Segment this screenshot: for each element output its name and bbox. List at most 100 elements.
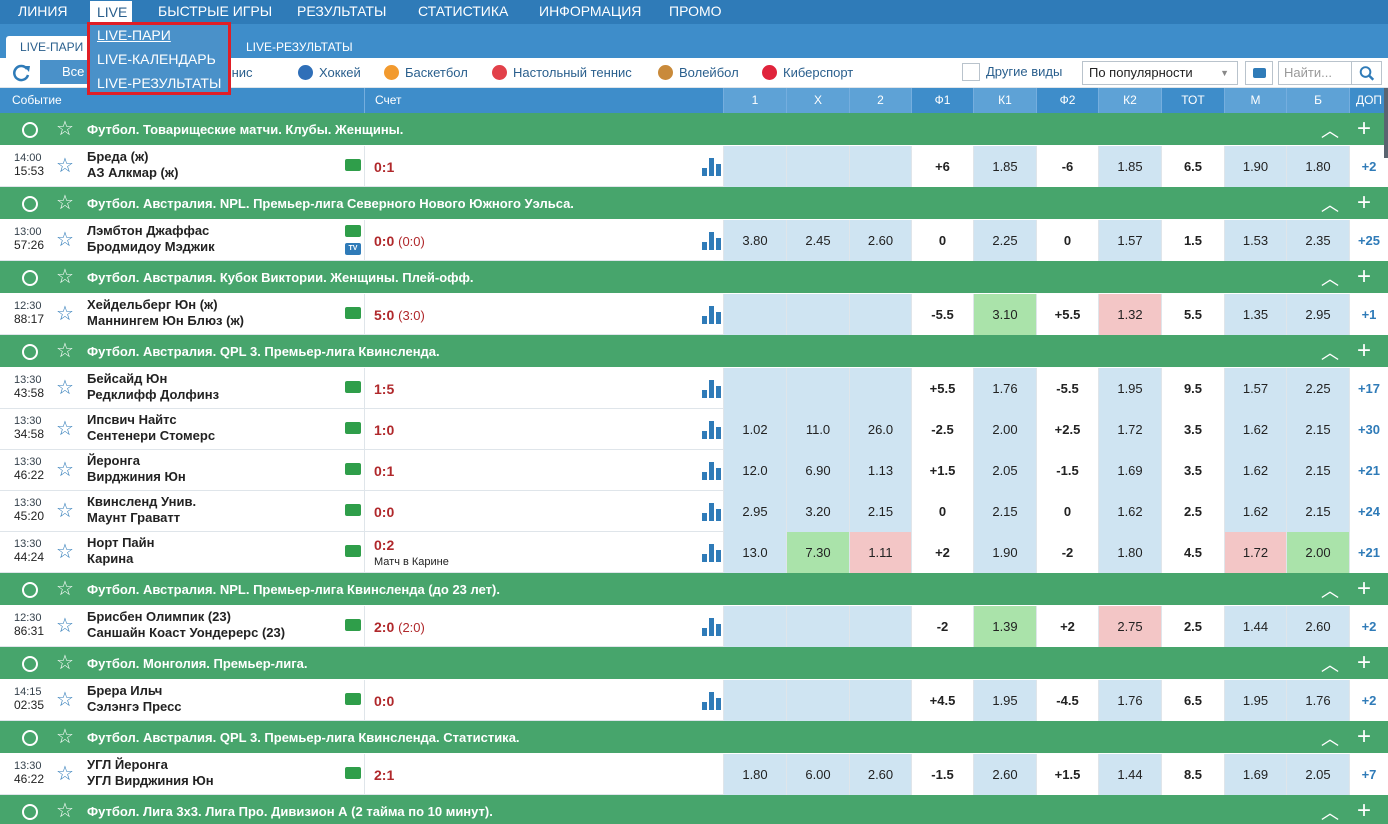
team-home[interactable]: Квинсленд Унив. — [87, 494, 197, 509]
favorite-star-icon[interactable]: ☆ — [56, 303, 74, 325]
team-away[interactable]: Сэлэнгэ Пресс — [87, 699, 182, 714]
sport-filter-4[interactable]: Волейбол — [658, 63, 739, 83]
odds-cell[interactable]: 1.11 — [849, 532, 911, 573]
favorite-star-icon[interactable]: ☆ — [56, 726, 74, 748]
favorite-star-icon[interactable]: ☆ — [56, 541, 74, 563]
odds-cell[interactable]: 3.5 — [1161, 409, 1224, 450]
favorite-star-icon[interactable]: ☆ — [56, 340, 74, 362]
odds-cell[interactable]: 1.57 — [1098, 220, 1161, 261]
odds-cell[interactable]: +5.5 — [911, 368, 973, 409]
team-home[interactable]: Бреда (ж) — [87, 149, 149, 164]
refresh-icon[interactable] — [12, 64, 32, 82]
odds-cell[interactable]: 6.90 — [786, 450, 849, 491]
team-home[interactable]: Брера Ильч — [87, 683, 163, 698]
favorite-star-icon[interactable]: ☆ — [56, 763, 74, 785]
live-field-icon[interactable] — [345, 504, 361, 516]
favorite-star-icon[interactable]: ☆ — [56, 800, 74, 822]
more-markets-link[interactable]: +17 — [1349, 368, 1388, 409]
odds-cell[interactable]: 2.15 — [1286, 409, 1349, 450]
favorite-star-icon[interactable]: ☆ — [56, 652, 74, 674]
live-field-icon[interactable] — [345, 225, 361, 237]
group-name[interactable]: Футбол. Австралия. NPL. Премьер-лига Сев… — [87, 196, 574, 211]
live-field-icon[interactable] — [345, 159, 361, 171]
odds-cell[interactable]: -1.5 — [911, 754, 973, 795]
nav-item-4[interactable]: СТАТИСТИКА — [418, 3, 509, 19]
odds-cell[interactable]: 2.60 — [849, 754, 911, 795]
dropdown-item-live-calendar[interactable]: LIVE-КАЛЕНДАРЬ — [97, 51, 216, 67]
stats-chart-icon[interactable] — [702, 544, 722, 562]
expand-plus-icon[interactable]: + — [1357, 263, 1372, 290]
teams[interactable]: Квинсленд Унив. Маунт Граватт — [87, 494, 196, 526]
group-name[interactable]: Футбол. Австралия. Кубок Виктории. Женщи… — [87, 270, 474, 285]
odds-cell[interactable]: 1.85 — [973, 146, 1036, 187]
odds-cell[interactable]: 1.57 — [1224, 368, 1286, 409]
odds-cell[interactable]: 26.0 — [849, 409, 911, 450]
teams[interactable]: Бреда (ж) АЗ Алкмар (ж) — [87, 149, 178, 181]
more-markets-link[interactable]: +25 — [1349, 220, 1388, 261]
odds-cell[interactable]: 2.15 — [1286, 450, 1349, 491]
odds-cell[interactable]: 0 — [911, 220, 973, 261]
odds-cell[interactable]: +6 — [911, 146, 973, 187]
search-input[interactable]: Найти... — [1278, 61, 1382, 85]
more-markets-link[interactable]: +1 — [1349, 294, 1388, 335]
more-markets-link[interactable]: +30 — [1349, 409, 1388, 450]
odds-cell[interactable] — [849, 294, 911, 335]
teams[interactable]: УГЛ Йеронга УГЛ Вирджиния Юн — [87, 757, 214, 789]
odds-cell[interactable]: 4.5 — [1161, 532, 1224, 573]
odds-cell[interactable]: 1.95 — [973, 680, 1036, 721]
more-markets-link[interactable]: +21 — [1349, 450, 1388, 491]
odds-cell[interactable]: 3.20 — [786, 491, 849, 532]
dropdown-item-live-pari[interactable]: LIVE-ПАРИ — [97, 27, 171, 43]
odds-cell[interactable]: 1.76 — [973, 368, 1036, 409]
live-field-icon[interactable] — [345, 422, 361, 434]
odds-cell[interactable] — [849, 368, 911, 409]
stats-chart-icon[interactable] — [702, 503, 722, 521]
odds-cell[interactable] — [723, 680, 786, 721]
sport-filter-1[interactable]: Хоккей — [298, 63, 361, 83]
odds-cell[interactable]: 0 — [1036, 220, 1098, 261]
stats-chart-icon[interactable] — [702, 618, 722, 636]
odds-cell[interactable]: 1.85 — [1098, 146, 1161, 187]
tv-icon[interactable]: TV — [345, 243, 361, 255]
dropdown-item-live-results[interactable]: LIVE-РЕЗУЛЬТАТЫ — [97, 75, 222, 91]
collapse-chevron-icon[interactable]: ︿ — [1321, 195, 1339, 215]
odds-cell[interactable]: 1.62 — [1224, 491, 1286, 532]
odds-cell[interactable]: 1.80 — [723, 754, 786, 795]
odds-cell[interactable]: 1.5 — [1161, 220, 1224, 261]
group-name[interactable]: Футбол. Австралия. NPL. Премьер-лига Кви… — [87, 582, 500, 597]
odds-cell[interactable]: 1.95 — [1098, 368, 1161, 409]
live-field-icon[interactable] — [345, 619, 361, 631]
live-field-icon[interactable] — [345, 463, 361, 475]
favorite-star-icon[interactable]: ☆ — [56, 500, 74, 522]
stats-chart-icon[interactable] — [702, 421, 722, 439]
expand-plus-icon[interactable]: + — [1357, 723, 1372, 750]
odds-cell[interactable]: 1.69 — [1098, 450, 1161, 491]
odds-cell[interactable]: +2 — [1036, 606, 1098, 647]
odds-cell[interactable]: 1.76 — [1286, 680, 1349, 721]
sort-select[interactable]: По популярности ▼ — [1082, 61, 1238, 85]
odds-cell[interactable] — [849, 606, 911, 647]
nav-item-0[interactable]: ЛИНИЯ — [18, 3, 68, 19]
odds-cell[interactable]: 2.15 — [849, 491, 911, 532]
collapse-chevron-icon[interactable]: ︿ — [1321, 581, 1339, 601]
stats-chart-icon[interactable] — [702, 692, 722, 710]
collapse-chevron-icon[interactable]: ︿ — [1321, 121, 1339, 141]
col-odds-5[interactable]: Ф2 — [1036, 88, 1098, 113]
odds-cell[interactable]: 1.35 — [1224, 294, 1286, 335]
other-sports-checkbox[interactable] — [962, 63, 980, 81]
odds-cell[interactable]: 2.45 — [786, 220, 849, 261]
odds-cell[interactable]: 1.95 — [1224, 680, 1286, 721]
team-home[interactable]: Норт Пайн — [87, 535, 155, 550]
sport-filter-3[interactable]: Настольный теннис — [492, 63, 632, 83]
collapse-chevron-icon[interactable]: ︿ — [1321, 729, 1339, 749]
odds-cell[interactable]: +4.5 — [911, 680, 973, 721]
teams[interactable]: Брисбен Олимпик (23) Саншайн Коаст Уондер… — [87, 609, 285, 641]
odds-cell[interactable]: 6.00 — [786, 754, 849, 795]
odds-cell[interactable]: 2.60 — [973, 754, 1036, 795]
odds-cell[interactable]: 3.80 — [723, 220, 786, 261]
odds-cell[interactable]: +2 — [911, 532, 973, 573]
odds-cell[interactable]: 1.13 — [849, 450, 911, 491]
odds-cell[interactable]: +1.5 — [1036, 754, 1098, 795]
odds-cell[interactable]: 1.80 — [1098, 532, 1161, 573]
odds-cell[interactable]: 9.5 — [1161, 368, 1224, 409]
